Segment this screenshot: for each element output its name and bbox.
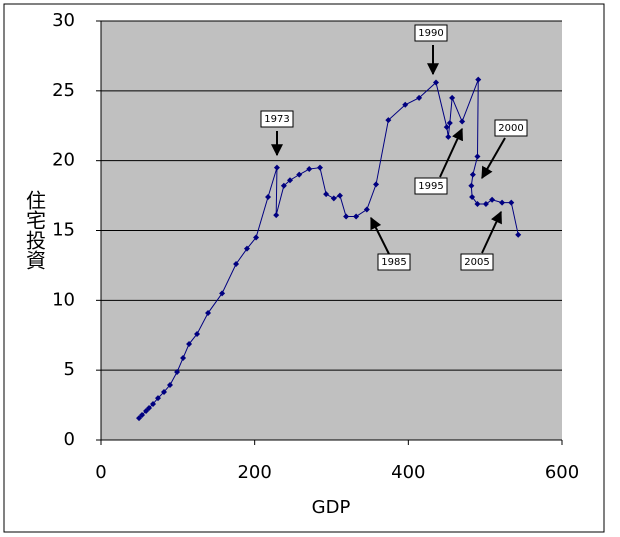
point <box>316 164 323 171</box>
point <box>385 117 392 124</box>
annotation-arrow <box>439 127 463 178</box>
point <box>273 164 280 171</box>
point <box>336 192 343 199</box>
point <box>449 94 456 101</box>
annotation: 2000 <box>498 123 523 134</box>
point <box>233 261 240 268</box>
y-axis-label: 住宅投資 <box>23 190 47 270</box>
x-tick-label: 600 <box>545 462 579 483</box>
point <box>475 76 482 83</box>
point <box>482 200 489 207</box>
point <box>432 79 439 86</box>
y-tick-label: 0 <box>64 429 75 450</box>
annotation-box <box>414 24 448 42</box>
x-tick-label: 200 <box>237 462 271 483</box>
annotation-box <box>414 177 448 195</box>
point <box>363 206 370 213</box>
point <box>489 196 496 203</box>
annotation-box <box>377 253 411 271</box>
point <box>469 171 476 178</box>
point <box>180 355 187 362</box>
point <box>474 153 481 160</box>
point <box>373 181 380 188</box>
point <box>155 395 162 402</box>
point <box>402 101 409 108</box>
annotation: 1995 <box>418 181 443 192</box>
point <box>265 193 272 200</box>
annotation: 1973 <box>264 114 289 125</box>
point <box>166 381 173 388</box>
point <box>515 231 522 238</box>
y-tick-label: 15 <box>52 220 75 241</box>
annotation-box <box>260 110 294 128</box>
point <box>296 171 303 178</box>
point <box>194 330 201 337</box>
point <box>508 199 515 206</box>
point <box>174 368 181 375</box>
y-tick-label: 30 <box>52 10 75 31</box>
point <box>205 310 212 317</box>
annotation-arrow <box>481 210 502 254</box>
y-tick-label: 20 <box>52 150 75 171</box>
series-line <box>138 79 519 419</box>
point <box>146 405 153 412</box>
point <box>136 415 143 422</box>
annotation-box <box>494 119 528 137</box>
y-tick-label: 5 <box>64 359 75 380</box>
x-axis-label: GDP <box>312 497 351 518</box>
x-tick-label: 0 <box>95 462 106 483</box>
point <box>273 212 280 219</box>
annotation: 2005 <box>464 257 489 268</box>
x-tick-label: 400 <box>391 462 425 483</box>
point <box>150 400 157 407</box>
annotation: 1990 <box>418 28 443 39</box>
point <box>330 195 337 202</box>
annotation-arrow <box>481 137 506 180</box>
point <box>469 193 476 200</box>
point <box>474 200 481 207</box>
point <box>161 388 168 395</box>
point <box>186 341 193 348</box>
point <box>446 119 453 126</box>
point <box>459 118 466 125</box>
point <box>353 213 360 220</box>
point <box>219 290 226 297</box>
point <box>499 199 506 206</box>
y-tick-label: 25 <box>52 80 75 101</box>
point <box>243 245 250 252</box>
point <box>343 213 350 220</box>
point <box>253 234 260 241</box>
y-tick-label: 10 <box>52 289 75 310</box>
point <box>443 124 450 131</box>
point <box>306 166 313 173</box>
point <box>468 182 475 189</box>
annotation-box <box>460 253 494 271</box>
point <box>287 177 294 184</box>
point <box>323 191 330 198</box>
annotation-arrow <box>370 216 390 255</box>
point <box>416 94 423 101</box>
point <box>445 133 452 140</box>
point <box>280 182 287 189</box>
annotation: 1985 <box>381 257 406 268</box>
point <box>139 411 146 418</box>
